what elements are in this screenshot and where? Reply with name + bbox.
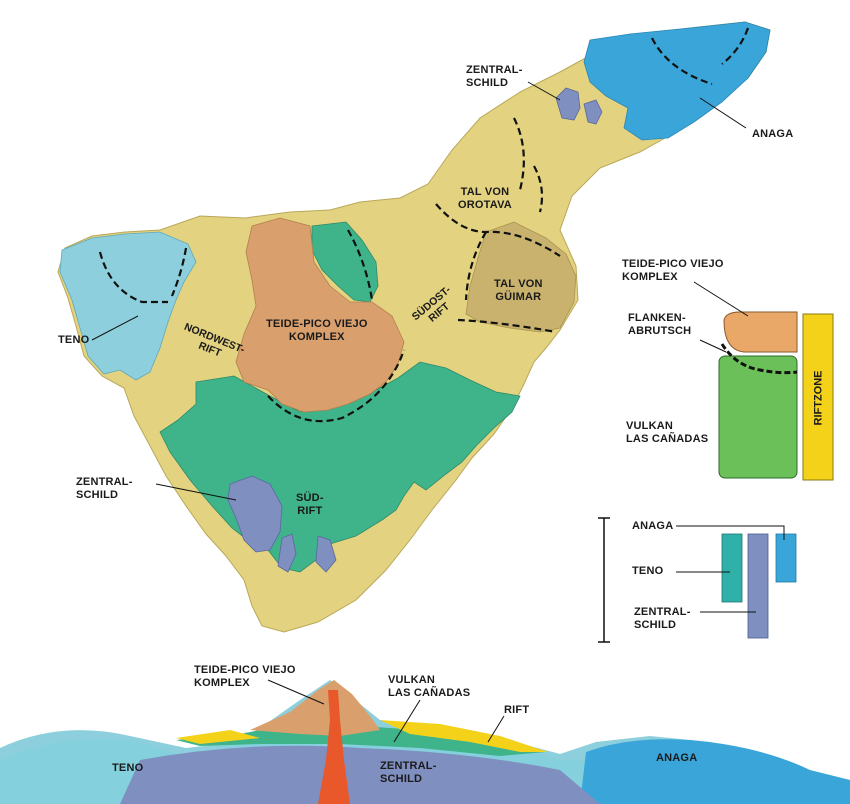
inset-label-riftzone: RIFTZONE: [812, 370, 824, 426]
label-tal-guimar: TAL VON GÜIMAR: [494, 278, 543, 303]
label-zentralschild-west: ZENTRAL- SCHILD: [76, 476, 133, 501]
label-sued-rift: SÜD- RIFT: [296, 492, 324, 517]
zentralschild-north: [555, 87, 603, 125]
section-label-vulkan: VULKAN LAS CAÑADAS: [388, 674, 471, 699]
section-label-anaga: ANAGA: [656, 752, 698, 764]
section-label-teno: TENO: [112, 762, 144, 774]
age-label-teno: TENO: [632, 565, 664, 577]
zentralschild-west: [227, 475, 283, 553]
section-label-rift: RIFT: [504, 704, 530, 716]
inset-label-vulkan: VULKAN LAS CAÑADAS: [626, 420, 709, 445]
inset-label-flanken: FLANKEN- ABRUTSCH: [628, 312, 692, 337]
age-inset: [598, 517, 797, 643]
structure-inset: [693, 281, 834, 481]
anaga-region: [583, 21, 771, 141]
teide-pico-viejo-region: [235, 217, 405, 413]
label-anaga: ANAGA: [752, 128, 794, 140]
label-zentralschild-north: ZENTRAL- SCHILD: [466, 64, 523, 89]
inset-label-teide: TEIDE-PICO VIEJO KOMPLEX: [622, 258, 724, 283]
label-tal-orotava: TAL VON OROTAVA: [458, 186, 512, 211]
section-label-teide: TEIDE-PICO VIEJO KOMPLEX: [194, 664, 296, 689]
section-label-zentralschild: ZENTRAL- SCHILD: [380, 760, 437, 785]
age-label-zentralschild: ZENTRAL- SCHILD: [634, 606, 691, 631]
teno-region: [59, 231, 197, 381]
label-teide-map: TEIDE-PICO VIEJO KOMPLEX: [266, 318, 368, 343]
age-label-anaga: ANAGA: [632, 520, 674, 532]
label-teno: TENO: [58, 334, 90, 346]
cross-section: [0, 679, 850, 804]
